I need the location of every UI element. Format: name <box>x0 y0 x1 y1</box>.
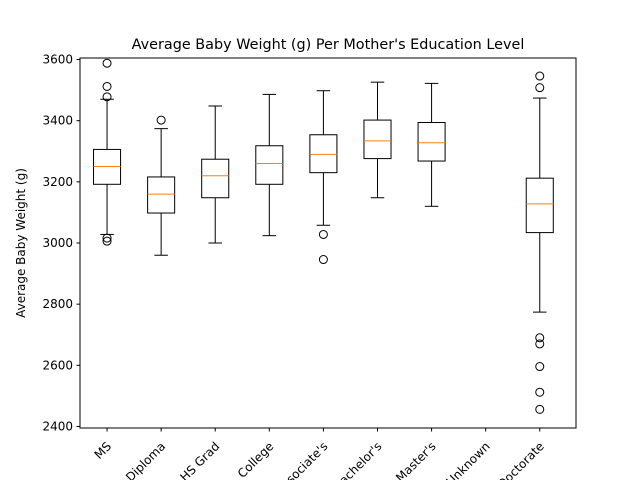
x-tick-label: Diploma <box>123 439 168 480</box>
outlier-point <box>535 387 545 397</box>
box-9 <box>525 71 554 414</box>
plot-frame <box>79 57 577 429</box>
plot-content <box>93 58 554 414</box>
x-tick-label: HS Grad <box>177 439 222 480</box>
box-rect <box>525 177 554 234</box>
y-tick-label: 3600 <box>42 53 73 67</box>
outlier-point <box>102 236 112 246</box>
box-rect <box>147 176 176 214</box>
outlier-point <box>535 71 545 81</box>
outlier-point <box>318 229 328 239</box>
outlier-point <box>535 333 545 343</box>
x-tick-label: Unknown <box>443 439 492 480</box>
box-6 <box>363 81 392 199</box>
outlier-point <box>102 58 112 68</box>
box-rect <box>255 145 284 185</box>
outlier-point <box>156 115 166 125</box>
box-5 <box>309 90 338 265</box>
box-rect <box>309 134 338 174</box>
box-7 <box>417 82 446 207</box>
x-tick-label: College <box>235 439 277 480</box>
x-tick-label: Bachelor's <box>331 439 385 480</box>
y-tick-label: 3400 <box>42 114 73 128</box>
box-2 <box>147 115 176 256</box>
x-tick-label: Doctorate <box>495 439 547 480</box>
x-tick-label: MS <box>92 439 115 462</box>
y-tick-label: 2800 <box>42 297 73 311</box>
box-3 <box>201 105 230 244</box>
outlier-point <box>318 255 328 265</box>
box-rect <box>417 122 446 162</box>
y-tick-label: 3000 <box>42 236 73 250</box>
outlier-point <box>535 362 545 372</box>
y-axis: 2400 2600 2800 3000 3200 3400 3600 <box>42 53 80 433</box>
outlier-point <box>535 339 545 349</box>
box-1 <box>93 58 122 246</box>
outlier-point <box>102 233 112 243</box>
y-axis-label: Average Baby Weight (g) <box>14 168 28 318</box>
y-tick-label: 2400 <box>42 419 73 433</box>
y-tick-label: 2600 <box>42 358 73 372</box>
x-tick-label: Master's <box>393 439 439 480</box>
x-tick-label: Associate's <box>273 439 330 480</box>
outlier-point <box>535 404 545 414</box>
chart-title: Average Baby Weight (g) Per Mother's Edu… <box>132 37 525 53</box>
box-4 <box>255 93 284 237</box>
box-rect <box>201 158 230 199</box>
outlier-point <box>535 83 545 93</box>
outlier-point <box>102 81 112 91</box>
y-tick-label: 3200 <box>42 175 73 189</box>
outlier-point <box>102 92 112 102</box>
box-rect <box>363 119 392 160</box>
